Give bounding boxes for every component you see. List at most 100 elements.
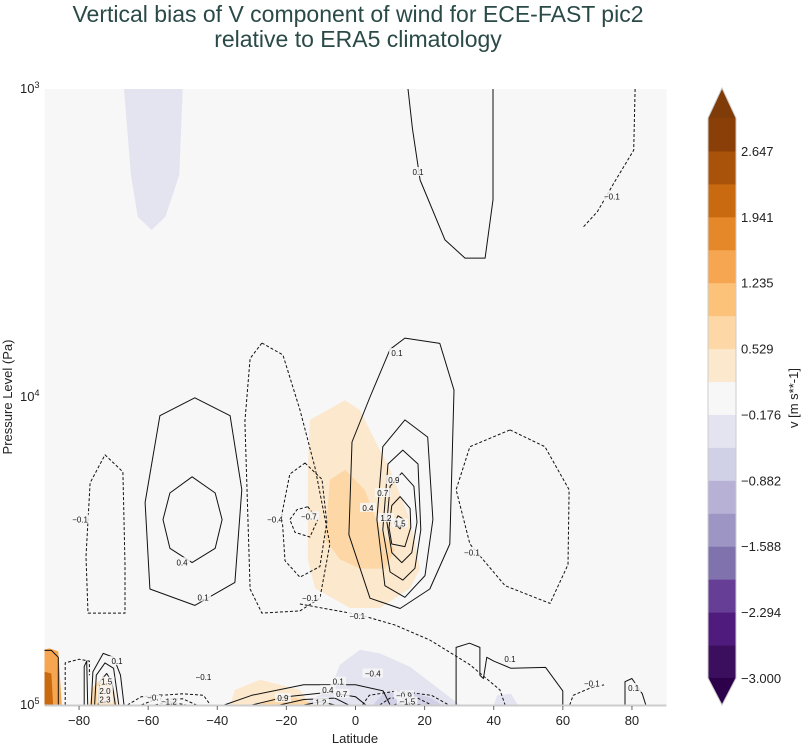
contour-line xyxy=(44,649,59,705)
y-tick-label: 104 xyxy=(20,388,39,404)
contour-line xyxy=(85,454,126,614)
contour-label: −0.7 xyxy=(147,693,163,702)
contour-label-bg xyxy=(144,692,166,702)
contour-label-bg xyxy=(333,688,350,698)
x-tick-label: 60 xyxy=(556,713,570,728)
colorbar-band xyxy=(708,546,736,580)
contour-label-bg xyxy=(193,671,214,681)
contour-label-bg xyxy=(109,656,125,666)
contour-label: 1.2 xyxy=(380,514,392,523)
chart-title-line-2: relative to ERA5 climatology xyxy=(214,26,502,52)
colorbar-band xyxy=(708,381,736,415)
contour-line xyxy=(162,476,223,564)
filled-region xyxy=(493,693,518,705)
contour-label-bg xyxy=(461,547,483,557)
contour-label-bg xyxy=(625,682,642,692)
contour-label: −0.1 xyxy=(349,612,365,621)
contour-label-bg xyxy=(397,696,418,706)
contour-label-bg xyxy=(195,592,212,602)
colorbar-extend-max xyxy=(708,88,736,118)
filled-region xyxy=(124,89,183,230)
contour-label: −1.5 xyxy=(399,698,415,707)
contour-label-bg xyxy=(502,654,518,664)
contour-label-bg xyxy=(360,502,376,512)
contour-label: 1.5 xyxy=(101,678,113,687)
contour-label-bg xyxy=(393,690,415,700)
contour-line xyxy=(83,660,89,705)
contour-label: 0.1 xyxy=(504,655,516,664)
contour-label-bg xyxy=(174,557,190,567)
colorbar-band xyxy=(708,348,736,383)
contour-line xyxy=(407,89,494,259)
x-tick-label: −40 xyxy=(206,713,228,728)
contour-label: −0.1 xyxy=(464,549,480,558)
colorbar-band xyxy=(708,480,736,514)
contour-label-bg xyxy=(298,511,320,521)
colorbar-extend-min xyxy=(708,678,736,705)
contour-line xyxy=(127,693,211,705)
contour-line xyxy=(90,652,125,705)
colorbar-band xyxy=(708,150,736,185)
colorbar-band xyxy=(708,414,736,448)
colorbar-band xyxy=(708,579,736,613)
contour-label: 1.2 xyxy=(315,698,327,707)
contour-line xyxy=(455,429,570,604)
contour-line xyxy=(348,337,455,609)
contour-line xyxy=(144,397,243,606)
contour-label-bg xyxy=(392,518,408,528)
contour-label: −0.1 xyxy=(302,594,318,603)
colorbar-band xyxy=(708,282,736,317)
contour-label-bg xyxy=(275,693,291,703)
contour-line xyxy=(141,698,197,705)
filled-region xyxy=(44,671,54,705)
x-tick-label: 80 xyxy=(625,713,639,728)
contour-label: 0.4 xyxy=(322,686,334,695)
colorbar-band xyxy=(708,513,736,547)
contour-label: −1.2 xyxy=(161,698,177,707)
contour-label: 2.0 xyxy=(99,687,111,696)
contour-label-bg xyxy=(378,512,394,522)
colorbar-tick-label: −0.176 xyxy=(741,407,781,422)
contour-line xyxy=(583,89,636,228)
contour-label-bg xyxy=(385,475,402,485)
contour-label-bg xyxy=(330,676,347,686)
contour-label-bg xyxy=(389,348,405,358)
contour-line xyxy=(624,678,647,705)
contour-label-bg xyxy=(374,488,391,498)
contour-line xyxy=(388,496,412,548)
contour-label: −0.1 xyxy=(604,192,620,201)
contour-label: −0.1 xyxy=(584,679,600,688)
contour-label: −0.1 xyxy=(72,516,88,525)
contour-label-bg xyxy=(347,611,368,621)
y-tick-label: 105 xyxy=(20,696,39,712)
contour-label: −0.4 xyxy=(267,516,283,525)
x-tick-label: 40 xyxy=(486,713,500,728)
colorbar-tick-label: 0.529 xyxy=(741,342,774,357)
colorbar-band xyxy=(708,447,736,481)
colorbar-band xyxy=(708,118,736,152)
colorbar-band xyxy=(708,249,736,284)
contour-line xyxy=(154,701,187,705)
colorbar-tick-label: 1.941 xyxy=(741,210,774,225)
contour-label: 0.1 xyxy=(198,593,210,602)
contour-line xyxy=(361,690,450,705)
contour-label: −0.4 xyxy=(365,669,381,678)
x-axis-label: Latitude xyxy=(332,731,378,745)
filled-region xyxy=(325,469,395,569)
y-tick-label: 103 xyxy=(20,80,39,96)
colorbar-tick-label: −1.588 xyxy=(741,539,781,554)
contour-label-bg xyxy=(97,694,113,704)
contour-label-bg xyxy=(69,514,91,524)
colorbar-tick-label: 2.647 xyxy=(741,144,774,159)
colorbar-band xyxy=(708,645,736,679)
contour-label: 0.7 xyxy=(336,690,348,699)
contour-label-bg xyxy=(601,191,623,201)
contour-label: 0.7 xyxy=(377,489,389,498)
contour-line xyxy=(386,472,418,564)
contour-line xyxy=(64,658,90,705)
contour-label-bg xyxy=(299,593,321,603)
x-tick-label: −80 xyxy=(68,713,90,728)
contour-label: 0.1 xyxy=(628,684,640,693)
contour-label: −0.9 xyxy=(396,691,412,700)
